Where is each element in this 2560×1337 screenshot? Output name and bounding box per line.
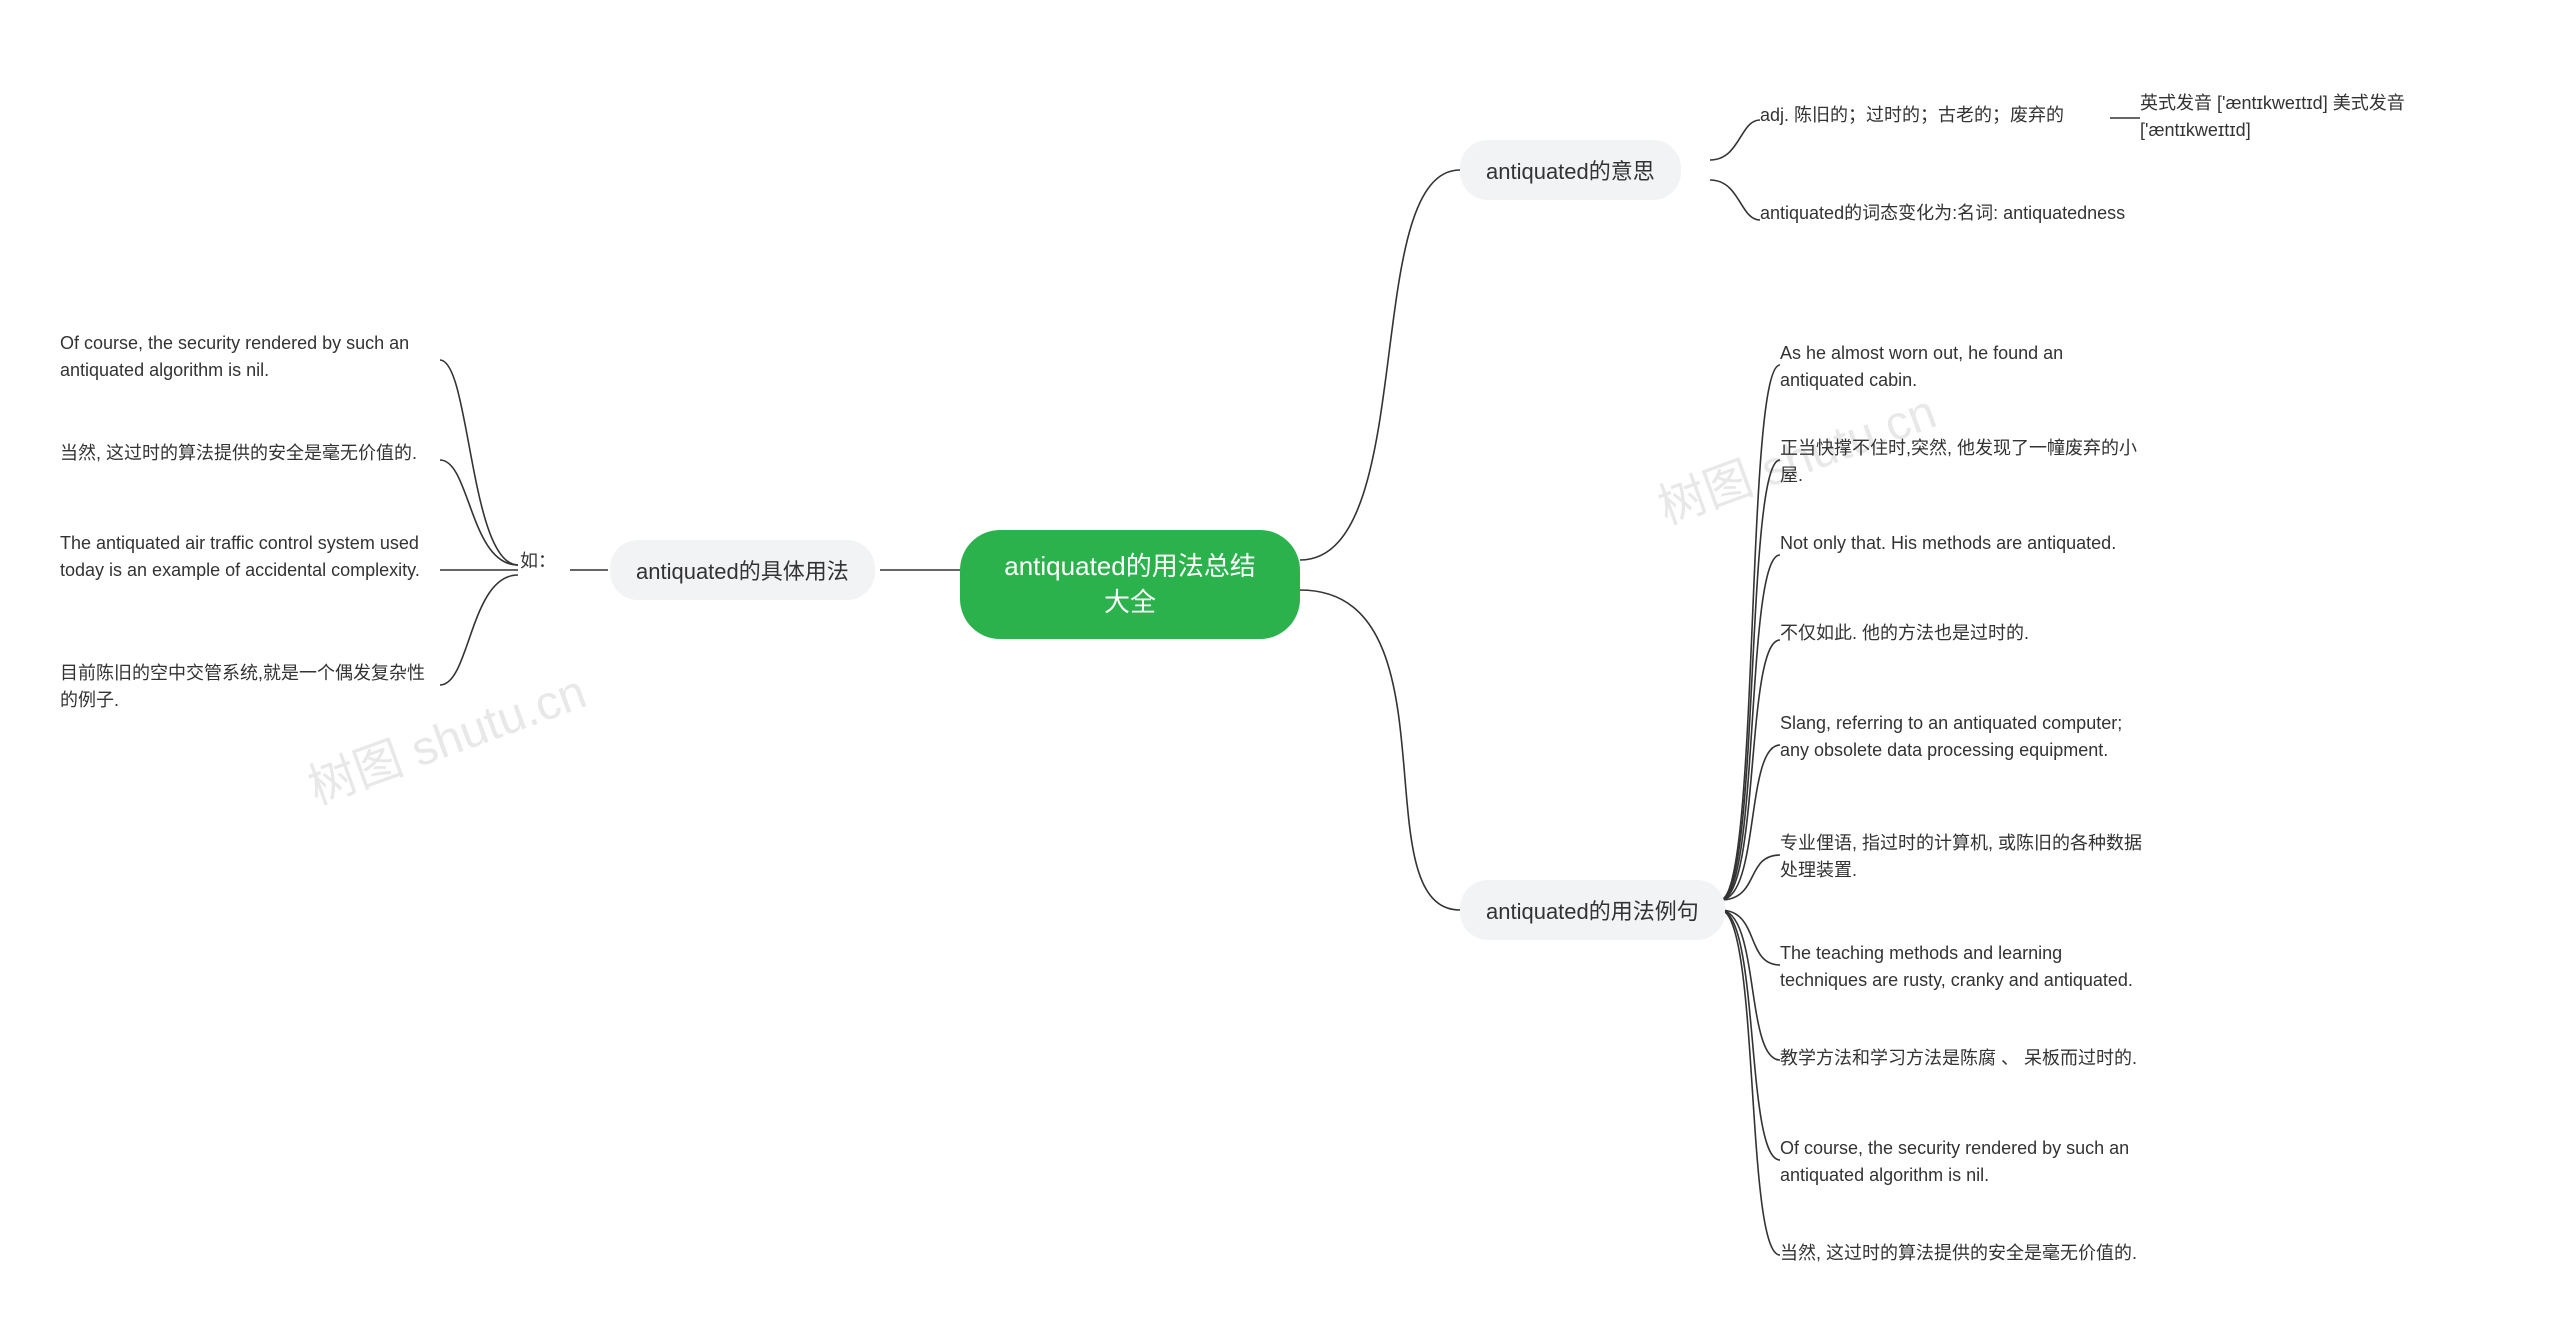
usage-leaf-0: Of course, the security rendered by such… <box>60 330 430 384</box>
branch-meaning: antiquated的意思 <box>1460 140 1681 200</box>
examples-leaf-9: 当然, 这过时的算法提供的安全是毫无价值的. <box>1780 1240 2137 1267</box>
root-node: antiquated的用法总结大全 <box>960 530 1300 639</box>
examples-leaf-6: The teaching methods and learning techni… <box>1780 940 2150 994</box>
examples-leaf-3: 不仅如此. 他的方法也是过时的. <box>1780 620 2029 647</box>
examples-leaf-0: As he almost worn out, he found an antiq… <box>1780 340 2150 394</box>
meaning-leaf-2: antiquated的词态变化为:名词: antiquatedness <box>1760 200 2125 227</box>
meaning-leaf-1-sub: 英式发音 ['æntɪkweɪtɪd] 美式发音 ['æntɪkweɪtɪd] <box>2140 90 2480 144</box>
examples-leaf-2: Not only that. His methods are antiquate… <box>1780 530 2116 557</box>
branch-usage: antiquated的具体用法 <box>610 540 875 600</box>
examples-leaf-8: Of course, the security rendered by such… <box>1780 1135 2150 1189</box>
usage-sub: 如： <box>520 548 556 575</box>
branch-examples: antiquated的用法例句 <box>1460 880 1725 940</box>
usage-leaf-3: 目前陈旧的空中交管系统,就是一个偶发复杂性的例子. <box>60 660 430 714</box>
usage-leaf-2: The antiquated air traffic control syste… <box>60 530 430 584</box>
examples-leaf-5: 专业俚语, 指过时的计算机, 或陈旧的各种数据处理装置. <box>1780 830 2150 884</box>
meaning-leaf-1: adj. 陈旧的；过时的；古老的；废弃的 <box>1760 102 2064 129</box>
usage-leaf-1: 当然, 这过时的算法提供的安全是毫无价值的. <box>60 440 417 467</box>
examples-leaf-7: 教学方法和学习方法是陈腐 、 呆板而过时的. <box>1780 1045 2137 1072</box>
examples-leaf-4: Slang, referring to an antiquated comput… <box>1780 710 2150 764</box>
examples-leaf-1: 正当快撑不住时,突然, 他发现了一幢废弃的小屋. <box>1780 435 2150 489</box>
